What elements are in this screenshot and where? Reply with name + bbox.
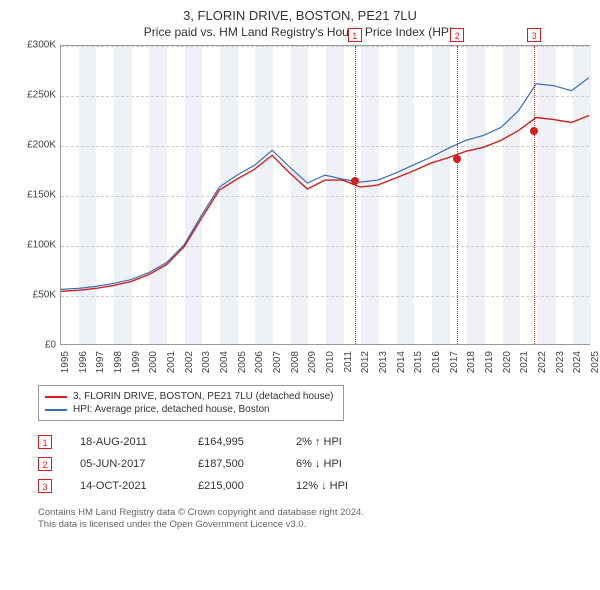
sale-marker-2: 2 [38,457,52,471]
x-tick-label: 2013 [378,351,389,373]
sale-dot [351,177,359,185]
sale-price: £164,995 [198,436,268,448]
y-tick-label: £50K [16,290,56,301]
x-tick-label: 2015 [413,351,424,373]
sale-row: 1 18-AUG-2011 £164,995 2% ↑ HPI [38,431,600,453]
x-tick-label: 2021 [519,351,530,373]
line-svg [61,46,589,344]
x-tick-label: 2012 [360,351,371,373]
x-tick-label: 2003 [201,351,212,373]
legend-swatch [45,409,67,411]
legend-label: 3, FLORIN DRIVE, BOSTON, PE21 7LU (detac… [73,391,333,402]
series-line-hpi [61,78,589,290]
sale-date: 18-AUG-2011 [80,436,170,448]
sale-marker-3: 3 [38,479,52,493]
footer-line-2: This data is licensed under the Open Gov… [38,519,600,531]
x-tick-label: 1999 [131,351,142,373]
sales-table: 1 18-AUG-2011 £164,995 2% ↑ HPI 2 05-JUN-2017… [38,431,600,497]
x-tick-label: 2014 [396,351,407,373]
x-tick-label: 2004 [219,351,230,373]
x-tick-label: 2002 [184,351,195,373]
y-tick-label: £200K [16,140,56,151]
legend-row: 3, FLORIN DRIVE, BOSTON, PE21 7LU (detac… [45,390,333,403]
sale-date: 14-OCT-2021 [80,480,170,492]
sale-price: £215,000 [198,480,268,492]
event-marker-2: 2 [450,28,464,42]
x-tick-label: 2019 [484,351,495,373]
x-tick-label: 2001 [166,351,177,373]
legend-label: HPI: Average price, detached house, Bost… [73,404,270,415]
sale-row: 3 14-OCT-2021 £215,000 12% ↓ HPI [38,475,600,497]
x-tick-label: 2011 [343,351,354,373]
legend-row: HPI: Average price, detached house, Bost… [45,403,333,416]
x-tick-label: 2016 [431,351,442,373]
x-tick-label: 1998 [113,351,124,373]
x-tick-label: 2017 [449,351,460,373]
sale-delta: 6% ↓ HPI [296,458,376,470]
event-line-3 [534,46,535,344]
event-marker-1: 1 [348,28,362,42]
sale-price: £187,500 [198,458,268,470]
y-tick-label: £250K [16,90,56,101]
x-tick-label: 2018 [466,351,477,373]
sale-date: 05-JUN-2017 [80,458,170,470]
sale-delta: 12% ↓ HPI [296,480,376,492]
sale-marker-1: 1 [38,435,52,449]
x-tick-label: 1997 [95,351,106,373]
event-line-2 [457,46,458,344]
legend-swatch [45,396,67,398]
chart-container: 3, FLORIN DRIVE, BOSTON, PE21 7LU Price … [0,0,600,590]
x-tick-label: 2008 [290,351,301,373]
x-tick-label: 2010 [325,351,336,373]
x-tick-label: 2007 [272,351,283,373]
chart-wrap: £0£50K£100K£150K£200K£250K£300K 123 1995… [30,45,590,375]
event-marker-3: 3 [527,28,541,42]
x-tick-label: 1996 [78,351,89,373]
sale-dot [453,155,461,163]
attribution-footer: Contains HM Land Registry data © Crown c… [38,507,600,532]
y-tick-label: £0 [16,340,56,351]
x-tick-label: 2024 [572,351,583,373]
x-tick-label: 2020 [502,351,513,373]
sale-delta: 2% ↑ HPI [296,436,376,448]
x-tick-label: 2005 [237,351,248,373]
x-tick-label: 2023 [555,351,566,373]
y-tick-label: £100K [16,240,56,251]
sale-dot [530,127,538,135]
y-tick-label: £150K [16,190,56,201]
series-line-property [61,116,589,292]
page-subtitle: Price paid vs. HM Land Registry's House … [0,23,600,45]
page-title: 3, FLORIN DRIVE, BOSTON, PE21 7LU [0,0,600,23]
x-tick-label: 1995 [60,351,71,373]
sale-row: 2 05-JUN-2017 £187,500 6% ↓ HPI [38,453,600,475]
x-tick-label: 2009 [307,351,318,373]
x-tick-label: 2022 [537,351,548,373]
event-line-1 [355,46,356,344]
x-tick-label: 2000 [148,351,159,373]
legend: 3, FLORIN DRIVE, BOSTON, PE21 7LU (detac… [38,385,344,421]
footer-line-1: Contains HM Land Registry data © Crown c… [38,507,600,519]
plot-area: 123 [60,45,590,345]
x-tick-label: 2006 [254,351,265,373]
y-tick-label: £300K [16,40,56,51]
x-tick-label: 2025 [590,351,600,373]
